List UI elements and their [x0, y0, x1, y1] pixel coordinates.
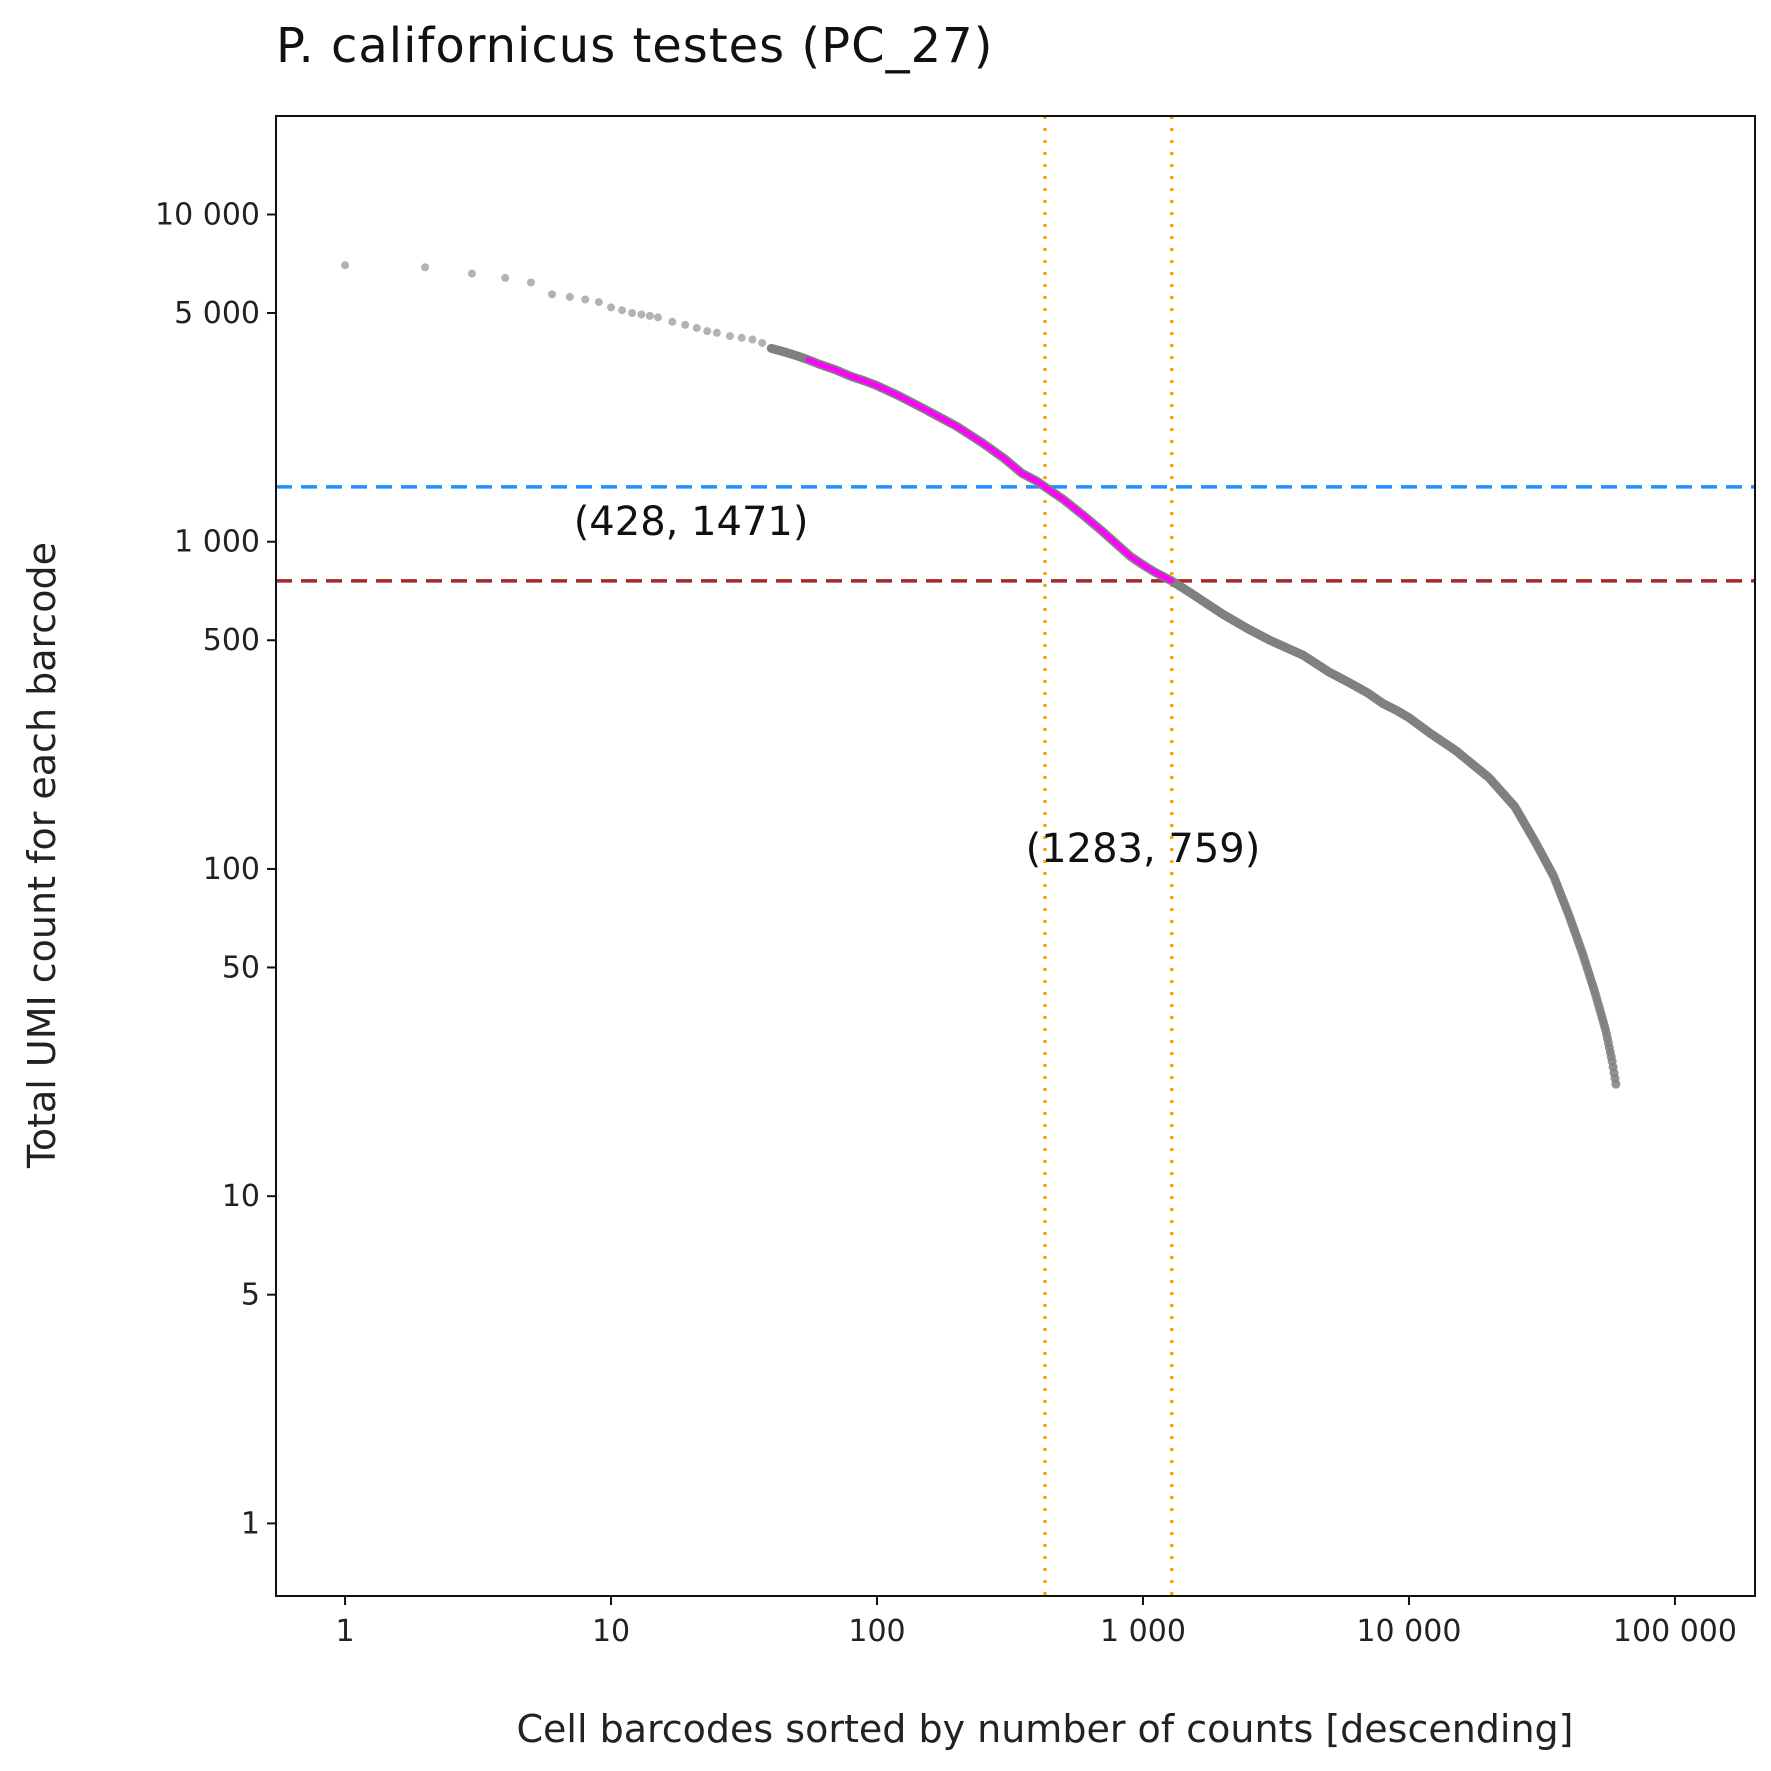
x-tick-label: 1 000	[1100, 1614, 1186, 1649]
x-axis: 1 10 100 1 000 10 000 100 000	[336, 1596, 1737, 1649]
y-axis-title: Total UMI count for each barcode	[20, 542, 64, 1169]
y-tick-label: 5	[241, 1278, 260, 1313]
y-tick-label: 1	[241, 1506, 260, 1541]
y-axis: 1 5 10 50 100 500 1 000 5 000 10 000	[155, 198, 276, 1541]
data-point	[748, 335, 757, 344]
annotation-label: (1283, 759)	[1026, 826, 1261, 872]
data-point	[737, 333, 746, 342]
y-tick-label: 500	[203, 623, 260, 658]
x-tick-label: 1	[336, 1614, 355, 1649]
data-point	[712, 328, 721, 337]
y-tick-label: 10 000	[155, 198, 260, 233]
data-point	[526, 278, 535, 287]
data-point	[607, 303, 616, 312]
data-point	[725, 332, 734, 341]
y-tick-label: 1 000	[174, 525, 260, 560]
data-point	[628, 309, 637, 318]
plot-frame	[275, 115, 1756, 1597]
data-points-layer	[341, 261, 1621, 1089]
highlight-point	[1169, 578, 1175, 584]
annotations-layer: (428, 1471) (1283, 759)	[574, 499, 1261, 872]
data-point	[703, 327, 712, 336]
data-point	[594, 298, 603, 307]
data-point	[548, 290, 557, 299]
data-point	[581, 295, 590, 304]
data-point	[653, 313, 662, 322]
x-axis-title: Cell barcodes sorted by number of counts…	[516, 1707, 1573, 1751]
y-tick-label: 100	[203, 852, 260, 887]
data-point	[637, 310, 646, 319]
data-point	[618, 306, 627, 315]
data-point	[565, 292, 574, 301]
data-point	[341, 261, 350, 270]
data-point	[692, 323, 701, 332]
reference-lines-layer	[276, 116, 1755, 1596]
annotation-label: (428, 1471)	[574, 499, 809, 545]
data-point	[421, 263, 430, 272]
x-tick-label: 100 000	[1613, 1614, 1737, 1649]
y-tick-label: 5 000	[174, 296, 260, 331]
y-tick-label: 10	[222, 1179, 260, 1214]
data-point	[681, 320, 690, 329]
x-tick-label: 100	[848, 1614, 905, 1649]
x-tick-label: 10	[592, 1614, 630, 1649]
data-point	[467, 269, 476, 278]
y-tick-label: 50	[222, 950, 260, 985]
data-point	[645, 311, 654, 320]
x-tick-label: 10 000	[1356, 1614, 1461, 1649]
data-point	[758, 338, 767, 347]
data-point	[668, 317, 677, 326]
data-point	[501, 273, 510, 282]
data-point	[1611, 1079, 1621, 1089]
chart-title: P. californicus testes (PC_27)	[276, 18, 994, 74]
